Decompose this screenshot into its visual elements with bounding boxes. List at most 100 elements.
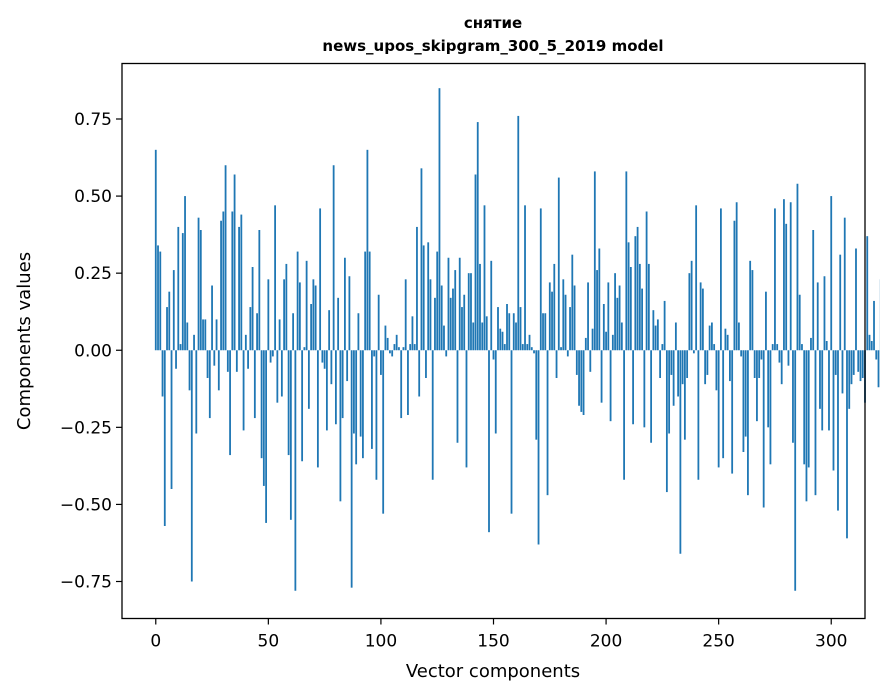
y-axis-ticks: −0.75 −0.50 −0.25 0.00 0.25 0.50 0.75 [60,110,122,593]
bar-86 [348,276,351,351]
bar-66 [303,347,306,351]
bar-311 [855,248,857,351]
bar-48 [262,350,265,486]
bar-255 [729,350,731,382]
x-tick-label: 0 [150,632,161,652]
bar-178 [555,350,558,378]
bar-124 [434,297,436,351]
bar-61 [292,313,295,351]
bar-166 [528,334,531,351]
bar-181 [562,279,565,351]
bar-31 [224,165,227,351]
bar-33 [229,350,231,456]
bar-266 [753,350,756,378]
bar-112 [407,350,409,415]
bar-295 [819,350,821,409]
chart-title-line-2: news_upos_skipgram_300_5_2019 model [322,37,663,55]
bar-65 [301,350,304,462]
bar-277 [778,350,781,363]
bar-213 [634,236,637,351]
bar-184 [569,307,571,351]
bar-147 [485,316,488,351]
bar-183 [566,350,569,357]
bar-287 [801,344,803,351]
bar-174 [546,350,549,496]
bar-116 [416,226,418,351]
bar-130 [447,257,450,351]
bar-187 [575,350,578,375]
bar-135 [458,257,461,351]
bar-14 [186,322,189,351]
bar-15 [188,350,191,391]
bar-265 [751,270,754,351]
bar-244 [704,350,707,385]
y-tick-label: −0.75 [60,573,112,593]
bar-230 [672,350,675,406]
bar-134 [456,350,459,443]
bar-240 [695,205,698,351]
bar-83 [341,350,344,419]
bar-269 [760,350,763,360]
bar-298 [825,341,828,351]
bar-223 [656,319,659,351]
bar-19 [197,217,200,351]
bar-115 [413,344,416,351]
bar-74 [321,350,324,363]
chart-title-line-1: снятие [464,14,522,32]
bar-9 [175,350,177,369]
bar-155 [503,344,506,351]
bar-84 [344,257,346,351]
bar-197 [598,248,601,351]
bar-140 [470,273,472,351]
bar-256 [731,350,734,474]
bar-154 [501,331,504,351]
bar-249 [715,350,718,391]
bar-49 [265,350,267,523]
bar-234 [681,350,684,385]
bar-104 [389,350,391,354]
bar-59 [287,350,290,456]
bar-126 [438,88,441,351]
bar-293 [814,350,817,496]
bar-220 [650,350,653,443]
bar-202 [609,350,612,422]
bar-71 [314,285,317,351]
bar-75 [323,350,326,369]
bar-106 [393,344,396,351]
bar-151 [494,350,497,434]
bar-163 [521,344,524,351]
bar-87 [350,350,353,588]
bar-212 [632,350,634,425]
bar-307 [846,350,848,539]
bar-175 [548,282,551,351]
bar-37 [238,226,240,351]
bar-46 [258,230,261,351]
bar-242 [699,282,702,351]
bar-289 [805,350,808,502]
bar-3 [161,350,164,397]
bar-236 [686,350,689,378]
bar-237 [688,273,691,351]
bar-254 [726,334,729,351]
bar-306 [843,217,846,351]
bar-168 [533,350,535,354]
bar-252 [722,350,725,459]
bar-85 [346,350,349,382]
bar-91 [359,350,362,437]
bar-228 [668,350,671,434]
bar-119 [422,245,425,351]
bar-0 [154,149,157,351]
bar-190 [582,350,585,415]
bar-291 [810,337,812,351]
bar-185 [571,254,574,351]
bar-16 [190,350,193,582]
bar-227 [665,350,668,493]
bar-299 [828,350,830,431]
bar-57 [283,279,286,351]
bar-5 [166,307,168,351]
bar-162 [519,307,522,351]
bar-10 [177,226,180,351]
bar-283 [792,350,794,443]
bar-260 [740,350,743,357]
bar-282 [789,202,792,351]
